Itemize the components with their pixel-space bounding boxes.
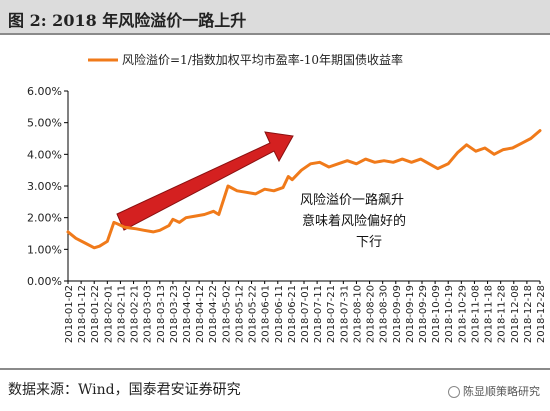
y-tick-label: 1.00%: [27, 243, 62, 256]
x-tick-label: 2018-08-20: [366, 285, 377, 343]
x-tick-label: 2018-06-01: [261, 285, 272, 343]
trend-arrow: [116, 131, 294, 231]
x-tick-label: 2018-02-21: [130, 285, 141, 343]
x-tick-label: 2018-03-23: [169, 285, 180, 343]
x-tick-label: 2018-09-09: [392, 285, 403, 343]
x-tick-label: 2018-04-22: [208, 285, 219, 343]
title-bar: 图 2: 2018 年风险溢价一路上升: [0, 0, 550, 35]
y-tick-label: 0.00%: [27, 275, 62, 288]
x-tick-label: 2018-02-11: [116, 285, 127, 343]
source-note: 数据来源：Wind，国泰君安证券研究: [8, 382, 241, 398]
x-tick-label: 2018-06-11: [274, 285, 285, 343]
x-tick-label: 2018-07-01: [300, 285, 311, 343]
x-tick-label: 2018-10-19: [444, 285, 455, 343]
x-tick-label: 2018-04-02: [182, 285, 193, 343]
x-axis-ticks: 2018-01-02 2018-01-12 2018-01-22 2018-02-01…: [64, 281, 547, 343]
axes: [67, 91, 540, 282]
page-title: 图 2: 2018 年风险溢价一路上升: [8, 11, 247, 30]
annotation-line-3: 下行: [356, 235, 382, 250]
legend-label: 风险溢价=1/指数加权平均市盈率-10年期国债收益率: [122, 52, 403, 67]
x-tick-label: 2018-08-30: [379, 285, 390, 343]
x-tick-label: 2018-01-12: [77, 285, 88, 343]
x-tick-label: 2018-06-21: [287, 285, 298, 343]
x-tick-label: 2018-10-29: [457, 285, 468, 343]
x-tick-label: 2018-05-02: [221, 285, 232, 343]
watermark: 陈显顺策略研究: [448, 383, 540, 399]
chart: 风险溢价=1/指数加权平均市盈率-10年期国债收益率 0.00% 1.00% 2.0…: [27, 52, 547, 343]
series-line: [66, 129, 542, 250]
y-tick-label: 3.00%: [27, 180, 62, 193]
y-tick-label: 2.00%: [27, 212, 62, 225]
watermark-text: 陈显顺策略研究: [463, 385, 540, 398]
x-tick-label: 2018-12-28: [536, 285, 547, 343]
trend-arrow-shape: [116, 131, 294, 231]
legend: 风险溢价=1/指数加权平均市盈率-10年期国债收益率: [88, 52, 403, 67]
annotation: 风险溢价一路飙升 意味着风险偏好的 下行: [300, 192, 406, 250]
y-tick-label: 4.00%: [27, 148, 62, 161]
x-tick-label: 2018-02-01: [103, 285, 114, 343]
x-tick-label: 2018-07-21: [326, 285, 337, 343]
series-layer: [66, 129, 542, 250]
x-tick-label: 2018-12-08: [510, 285, 521, 343]
x-tick-label: 2018-11-28: [497, 285, 508, 343]
x-tick-label: 2018-11-08: [470, 285, 481, 343]
x-tick-label: 2018-07-11: [313, 285, 324, 343]
y-tick-label: 6.00%: [27, 85, 62, 98]
x-tick-label: 2018-09-19: [405, 285, 416, 343]
wechat-icon: [448, 386, 460, 398]
annotation-line-1: 风险溢价一路飙升: [300, 192, 404, 208]
x-tick-label: 2018-05-12: [234, 285, 245, 343]
x-tick-label: 2018-07-31: [339, 285, 350, 343]
footer-divider: [0, 368, 550, 370]
x-tick-label: 2018-09-29: [418, 285, 429, 343]
x-tick-label: 2018-01-02: [64, 285, 75, 343]
y-tick-label: 5.00%: [27, 117, 62, 130]
x-tick-label: 2018-04-12: [195, 285, 206, 343]
x-tick-label: 2018-03-13: [156, 285, 167, 343]
x-tick-label: 2018-01-22: [90, 285, 101, 343]
y-axis-ticks: 0.00% 1.00% 2.00% 3.00% 4.00% 5.00% 6.00%: [27, 85, 68, 288]
x-tick-label: 2018-10-09: [431, 285, 442, 343]
x-tick-label: 2018-03-03: [143, 285, 154, 343]
x-tick-label: 2018-12-18: [523, 285, 534, 343]
x-tick-label: 2018-05-22: [248, 285, 259, 343]
x-tick-label: 2018-11-18: [484, 285, 495, 343]
annotation-line-2: 意味着风险偏好的: [302, 213, 406, 229]
x-tick-label: 2018-08-10: [352, 285, 363, 343]
